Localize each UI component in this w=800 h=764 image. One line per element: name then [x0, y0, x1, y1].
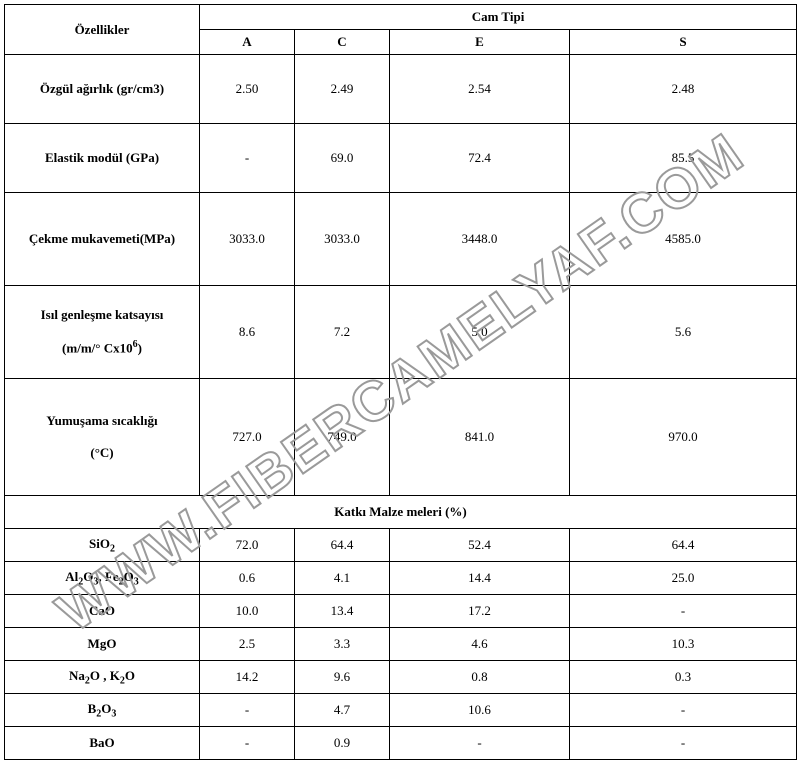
- table-wrapper: Özellikler Cam Tipi A C E S Özgül ağırlı…: [4, 4, 796, 760]
- cell-value: 10.3: [570, 628, 797, 661]
- cell-value: 4.7: [295, 694, 390, 727]
- row-label: Elastik modül (GPa): [5, 124, 200, 193]
- cell-value: 5.0: [390, 286, 570, 379]
- glass-properties-table: Özellikler Cam Tipi A C E S Özgül ağırlı…: [4, 4, 797, 760]
- cell-value: 3033.0: [295, 193, 390, 286]
- cell-value: 72.0: [200, 529, 295, 562]
- cell-value: 69.0: [295, 124, 390, 193]
- table-row: B2O3-4.710.6-: [5, 694, 797, 727]
- table-row: Yumuşama sıcaklığı(°C)727.0749.0841.0970…: [5, 379, 797, 496]
- header-col-c: C: [295, 30, 390, 55]
- cell-value: 0.8: [390, 661, 570, 694]
- cell-value: -: [390, 727, 570, 760]
- cell-value: 4585.0: [570, 193, 797, 286]
- cell-value: 9.6: [295, 661, 390, 694]
- cell-value: 5.6: [570, 286, 797, 379]
- cell-value: 3033.0: [200, 193, 295, 286]
- row-label: MgO: [5, 628, 200, 661]
- cell-value: 52.4: [390, 529, 570, 562]
- cell-value: 8.6: [200, 286, 295, 379]
- cell-value: 4.1: [295, 562, 390, 595]
- table-row: Al2O3, Fe2O30.64.114.425.0: [5, 562, 797, 595]
- cell-value: 17.2: [390, 595, 570, 628]
- row-label: Na2O , K2O: [5, 661, 200, 694]
- section-row: Katkı Malze meleri (%): [5, 496, 797, 529]
- row-label: B2O3: [5, 694, 200, 727]
- cell-value: 14.4: [390, 562, 570, 595]
- cell-value: 727.0: [200, 379, 295, 496]
- cell-value: 25.0: [570, 562, 797, 595]
- header-col-a: A: [200, 30, 295, 55]
- cell-value: 2.54: [390, 55, 570, 124]
- section-label: Katkı Malze meleri (%): [5, 496, 797, 529]
- row-label: Al2O3, Fe2O3: [5, 562, 200, 595]
- header-group: Cam Tipi: [200, 5, 797, 30]
- header-col-s: S: [570, 30, 797, 55]
- cell-value: 2.49: [295, 55, 390, 124]
- row-label: Çekme mukavemeti(MPa): [5, 193, 200, 286]
- header-col-e: E: [390, 30, 570, 55]
- cell-value: 2.50: [200, 55, 295, 124]
- cell-value: -: [200, 694, 295, 727]
- table-row: Özgül ağırlık (gr/cm3)2.502.492.542.48: [5, 55, 797, 124]
- cell-value: 3.3: [295, 628, 390, 661]
- cell-value: 841.0: [390, 379, 570, 496]
- table-row: Çekme mukavemeti(MPa)3033.03033.03448.04…: [5, 193, 797, 286]
- table-row: CaO10.013.417.2-: [5, 595, 797, 628]
- row-label: BaO: [5, 727, 200, 760]
- cell-value: 85.5: [570, 124, 797, 193]
- cell-value: 10.0: [200, 595, 295, 628]
- table-row: MgO2.53.34.610.3: [5, 628, 797, 661]
- cell-value: -: [200, 124, 295, 193]
- cell-value: 2.5: [200, 628, 295, 661]
- cell-value: 10.6: [390, 694, 570, 727]
- cell-value: 13.4: [295, 595, 390, 628]
- table-row: Elastik modül (GPa)-69.072.485.5: [5, 124, 797, 193]
- row-label: SiO2: [5, 529, 200, 562]
- table-row: Isıl genleşme katsayısı(m/m/° Cx106)8.67…: [5, 286, 797, 379]
- header-properties: Özellikler: [5, 5, 200, 55]
- cell-value: 7.2: [295, 286, 390, 379]
- row-label: CaO: [5, 595, 200, 628]
- cell-value: 14.2: [200, 661, 295, 694]
- cell-value: 970.0: [570, 379, 797, 496]
- cell-value: 2.48: [570, 55, 797, 124]
- cell-value: -: [570, 595, 797, 628]
- cell-value: -: [570, 727, 797, 760]
- table-row: Na2O , K2O14.29.60.80.3: [5, 661, 797, 694]
- cell-value: 4.6: [390, 628, 570, 661]
- cell-value: 0.9: [295, 727, 390, 760]
- cell-value: 72.4: [390, 124, 570, 193]
- cell-value: 0.3: [570, 661, 797, 694]
- cell-value: 64.4: [295, 529, 390, 562]
- cell-value: 3448.0: [390, 193, 570, 286]
- table-row: SiO272.064.452.464.4: [5, 529, 797, 562]
- cell-value: 0.6: [200, 562, 295, 595]
- header-row-1: Özellikler Cam Tipi: [5, 5, 797, 30]
- table-row: BaO-0.9--: [5, 727, 797, 760]
- row-label: Isıl genleşme katsayısı(m/m/° Cx106): [5, 286, 200, 379]
- row-label: Yumuşama sıcaklığı(°C): [5, 379, 200, 496]
- cell-value: -: [570, 694, 797, 727]
- cell-value: 64.4: [570, 529, 797, 562]
- cell-value: 749.0: [295, 379, 390, 496]
- cell-value: -: [200, 727, 295, 760]
- row-label: Özgül ağırlık (gr/cm3): [5, 55, 200, 124]
